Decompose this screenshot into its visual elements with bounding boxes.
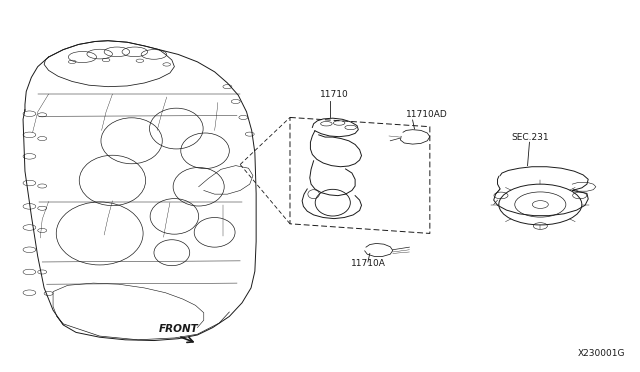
Text: 11710AD: 11710AD	[406, 110, 448, 119]
Text: FRONT: FRONT	[159, 324, 199, 334]
Text: 11710: 11710	[320, 90, 349, 99]
Text: 11710A: 11710A	[351, 259, 385, 269]
Text: X230001G: X230001G	[578, 349, 625, 358]
Text: SEC.231: SEC.231	[511, 133, 549, 142]
